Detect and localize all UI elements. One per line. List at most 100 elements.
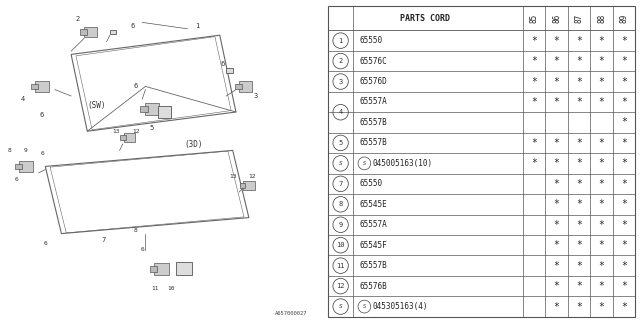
Bar <box>145 103 159 115</box>
Text: 7: 7 <box>339 181 343 187</box>
Text: 6: 6 <box>140 247 144 252</box>
Text: 6: 6 <box>40 151 44 156</box>
Text: 6: 6 <box>44 241 47 246</box>
Bar <box>110 29 116 34</box>
Bar <box>176 262 192 275</box>
Bar <box>19 161 33 172</box>
Text: 7: 7 <box>101 237 106 243</box>
Bar <box>239 81 252 92</box>
Text: *: * <box>576 76 582 86</box>
Text: *: * <box>621 261 627 271</box>
Text: *: * <box>598 240 604 250</box>
Bar <box>35 81 49 92</box>
Text: *: * <box>598 281 604 291</box>
Text: *: * <box>531 56 537 66</box>
Text: 10: 10 <box>337 242 345 248</box>
Text: 4: 4 <box>339 109 343 115</box>
Text: *: * <box>576 301 582 312</box>
Bar <box>140 106 148 112</box>
Text: (SW): (SW) <box>88 101 106 110</box>
Text: *: * <box>554 281 559 291</box>
Text: 85: 85 <box>529 14 538 23</box>
Text: *: * <box>621 240 627 250</box>
Text: *: * <box>576 261 582 271</box>
Text: S: S <box>339 304 342 309</box>
Text: *: * <box>576 158 582 168</box>
Bar <box>124 133 135 142</box>
Text: 65557A: 65557A <box>360 220 387 229</box>
Text: 65576C: 65576C <box>360 57 387 66</box>
Text: *: * <box>554 301 559 312</box>
Text: 13: 13 <box>113 129 120 134</box>
Text: 87: 87 <box>575 14 584 23</box>
Bar <box>15 164 22 169</box>
Text: *: * <box>598 301 604 312</box>
Text: *: * <box>554 36 559 46</box>
Text: *: * <box>576 220 582 230</box>
Text: 11: 11 <box>152 285 159 291</box>
Bar <box>150 266 157 272</box>
Text: *: * <box>621 301 627 312</box>
Text: 86: 86 <box>552 14 561 23</box>
Text: *: * <box>621 36 627 46</box>
Text: *: * <box>598 179 604 189</box>
Text: *: * <box>621 117 627 127</box>
Text: 65576D: 65576D <box>360 77 387 86</box>
Text: PARTS CORD: PARTS CORD <box>401 14 451 23</box>
Text: 65557B: 65557B <box>360 139 387 148</box>
Text: S: S <box>363 304 366 309</box>
Bar <box>31 84 38 89</box>
Text: 8: 8 <box>8 148 12 153</box>
Text: 6: 6 <box>134 84 138 89</box>
Bar <box>236 84 242 89</box>
Text: 1: 1 <box>339 38 343 44</box>
Text: 9: 9 <box>24 148 28 153</box>
Text: 65576B: 65576B <box>360 282 387 291</box>
Bar <box>84 27 97 37</box>
Text: *: * <box>621 56 627 66</box>
Text: *: * <box>576 179 582 189</box>
Bar <box>240 183 246 188</box>
Bar <box>227 68 233 73</box>
Text: *: * <box>554 138 559 148</box>
Text: 65557B: 65557B <box>360 118 387 127</box>
Text: *: * <box>554 76 559 86</box>
Text: 5: 5 <box>339 140 343 146</box>
Text: *: * <box>554 261 559 271</box>
Text: *: * <box>531 97 537 107</box>
Text: 89: 89 <box>620 14 628 23</box>
Text: 6: 6 <box>40 112 44 118</box>
Text: *: * <box>621 179 627 189</box>
Text: *: * <box>621 97 627 107</box>
Text: *: * <box>554 56 559 66</box>
Text: *: * <box>598 56 604 66</box>
Text: *: * <box>598 36 604 46</box>
Text: (3D): (3D) <box>185 140 203 148</box>
Text: 6: 6 <box>14 177 18 182</box>
Text: *: * <box>576 138 582 148</box>
Text: 12: 12 <box>337 283 345 289</box>
Text: *: * <box>531 76 537 86</box>
Text: *: * <box>554 179 559 189</box>
Text: A657000027: A657000027 <box>275 311 307 316</box>
Bar <box>120 135 126 140</box>
Text: *: * <box>598 261 604 271</box>
Text: *: * <box>576 281 582 291</box>
Text: *: * <box>531 36 537 46</box>
Text: 11: 11 <box>337 263 345 269</box>
Text: *: * <box>598 199 604 209</box>
Text: 045305163(4): 045305163(4) <box>372 302 428 311</box>
Text: 6: 6 <box>131 23 134 28</box>
Text: *: * <box>598 76 604 86</box>
Text: 3: 3 <box>253 93 257 99</box>
Text: *: * <box>598 220 604 230</box>
Text: 4: 4 <box>20 96 25 102</box>
Bar <box>154 263 169 275</box>
Text: 65545F: 65545F <box>360 241 387 250</box>
Text: *: * <box>554 97 559 107</box>
Bar <box>243 181 255 190</box>
Text: *: * <box>576 199 582 209</box>
Text: *: * <box>598 138 604 148</box>
Text: 8: 8 <box>339 201 343 207</box>
Text: *: * <box>576 240 582 250</box>
